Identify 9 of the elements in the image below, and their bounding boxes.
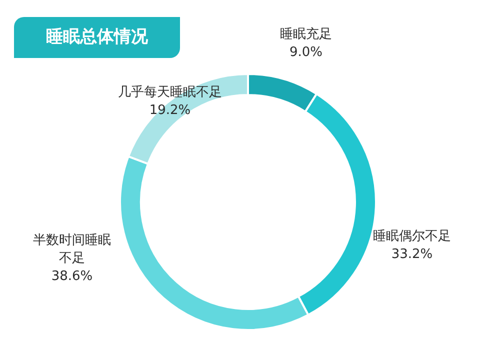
slice-label: 半数时间睡眠不足 — [32, 232, 112, 268]
data-label: 19.2% — [148, 102, 192, 120]
data-label: 9.0% — [288, 44, 324, 62]
data-label: 33.2% — [390, 246, 434, 264]
slice-label: 睡眠充足 — [279, 26, 333, 44]
chart-title: 睡眠总体情况 — [14, 17, 180, 58]
slice-label: 几乎每天睡眠不足 — [117, 84, 223, 102]
slice-label: 睡眠偶尔不足 — [372, 228, 452, 246]
data-label: 38.6% — [50, 268, 94, 286]
